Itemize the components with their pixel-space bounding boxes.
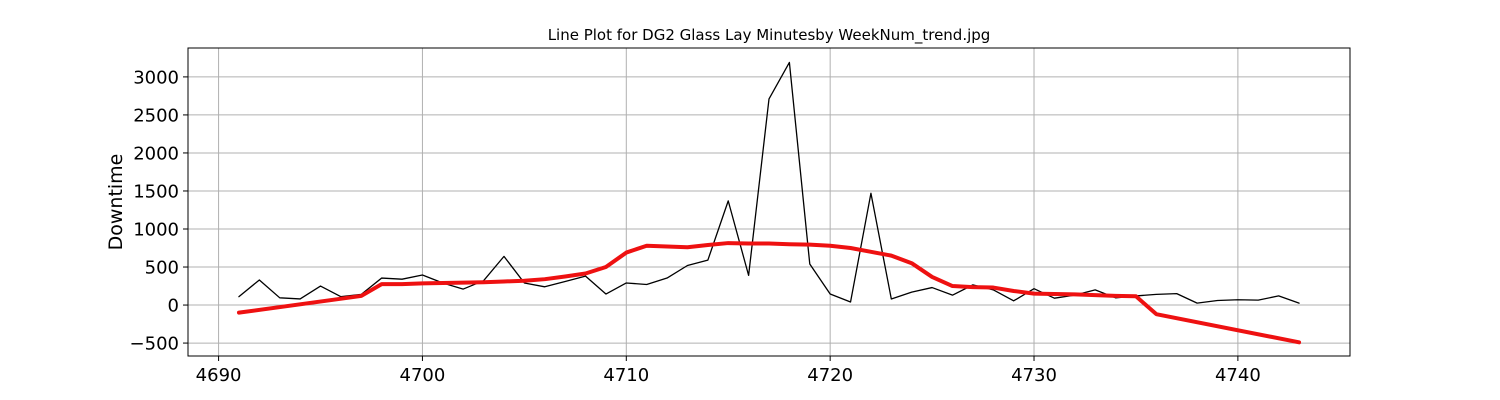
y-tick-label: 1500 (133, 181, 179, 202)
y-tick-label: 2500 (133, 105, 179, 126)
x-tick-label: 4710 (603, 365, 649, 386)
x-tick-label: 4740 (1215, 365, 1261, 386)
grid-lines (188, 48, 1350, 356)
chart-title: Line Plot for DG2 Glass Lay Minutesby We… (548, 26, 991, 45)
y-tick-label: 2000 (133, 143, 179, 164)
axis-ticks: 4690 4700 4710 4720 4730 4740 −500 0 500 1000 1500… (130, 67, 1261, 386)
y-tick-label: −500 (130, 334, 179, 355)
y-tick-label: 500 (145, 258, 179, 279)
x-tick-label: 4690 (196, 365, 242, 386)
y-tick-label: 1000 (133, 219, 179, 240)
x-tick-label: 4730 (1011, 365, 1057, 386)
series-lines (236, 61, 1302, 345)
y-tick-label: 3000 (133, 67, 179, 88)
y-axis-label: Downtime (105, 154, 127, 251)
y-tick-label: 0 (168, 296, 179, 317)
x-tick-label: 4720 (807, 365, 853, 386)
x-tick-label: 4700 (400, 365, 446, 386)
trend-series-line (236, 241, 1302, 345)
plot-frame (187, 47, 1351, 357)
